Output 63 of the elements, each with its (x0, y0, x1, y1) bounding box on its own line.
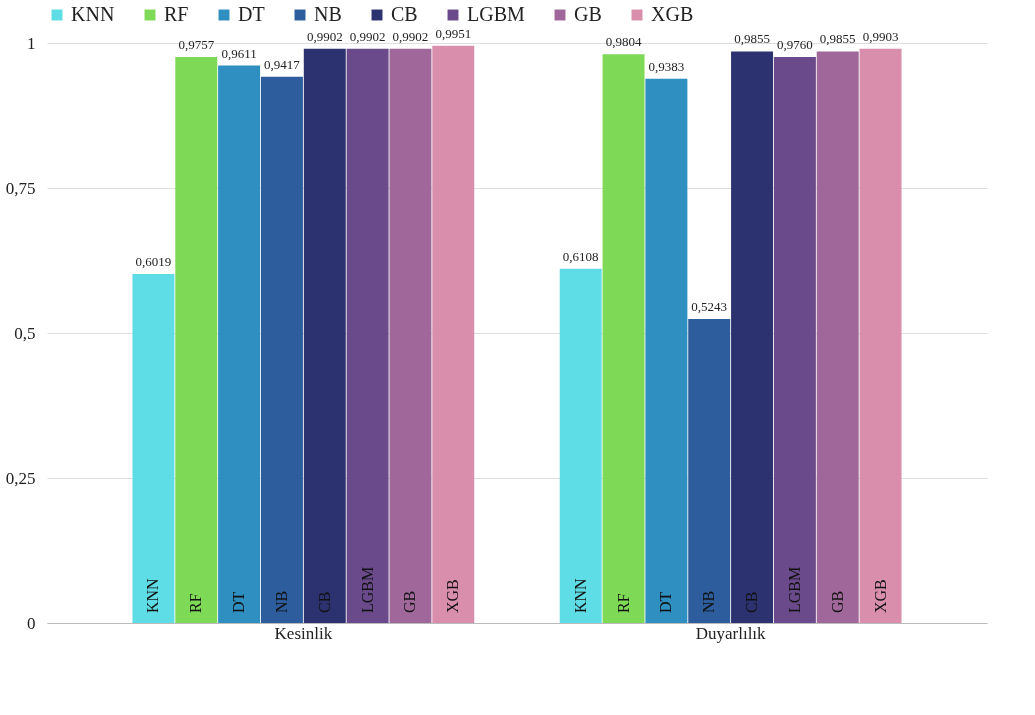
data-label: 0,9383 (648, 58, 685, 74)
legend-label: NB (314, 3, 342, 25)
y-tick-label: 0,75 (5, 178, 36, 198)
bar (432, 45, 475, 623)
bar (389, 48, 432, 623)
legend-label: GB (574, 3, 602, 25)
data-label: 0,6019 (135, 253, 172, 269)
bar (816, 51, 859, 623)
text: KNN (144, 578, 162, 613)
legend-label: CB (391, 3, 418, 25)
bar (346, 48, 389, 623)
data-label: 0,9951 (435, 25, 472, 41)
text: CB (315, 591, 333, 613)
data-label: 0,9804 (605, 34, 642, 50)
bar (645, 78, 688, 623)
text: NB (700, 590, 718, 613)
data-label: 0,9903 (862, 28, 899, 44)
text: XGB (871, 579, 889, 613)
data-label: 0,5243 (691, 298, 728, 314)
y-tick-label: 0 (27, 613, 36, 633)
bar (773, 56, 816, 623)
text: DT (230, 591, 248, 613)
text: GB (401, 590, 419, 613)
text: LGBM (358, 566, 376, 613)
bar (688, 318, 731, 623)
y-tick-label: 0,5 (14, 323, 36, 343)
data-label: 0,9757 (178, 37, 215, 53)
data-label: 0,9855 (819, 31, 856, 47)
bar (175, 57, 218, 623)
bar (559, 268, 602, 623)
legend-label: RF (164, 3, 189, 25)
x-tick-label: Duyarlılık (695, 623, 767, 643)
data-label: 0,6108 (562, 248, 599, 264)
bar (260, 76, 303, 623)
data-label: 0,9611 (221, 45, 257, 61)
text: NB (272, 590, 290, 613)
bar (218, 65, 261, 623)
bar (602, 54, 645, 623)
data-label: 0,9902 (392, 28, 429, 44)
data-label: 0,9760 (777, 36, 813, 52)
legend-label: LGBM (467, 3, 525, 25)
y-tick-label: 1 (27, 33, 36, 53)
legend-label: DT (238, 3, 265, 25)
legend-label: KNN (71, 3, 115, 25)
bar (132, 273, 175, 623)
text: XGB (444, 579, 462, 613)
data-label: 0,9855 (734, 31, 770, 47)
data-label: 0,9902 (306, 28, 343, 44)
text: RF (614, 593, 632, 613)
y-tick-label: 0,25 (5, 468, 36, 488)
text: LGBM (785, 566, 803, 613)
text: CB (743, 591, 761, 613)
data-label: 0,9417 (264, 56, 301, 72)
text: GB (828, 590, 846, 613)
text: RF (187, 593, 205, 613)
bar (859, 48, 902, 623)
bar (303, 48, 346, 623)
text: KNN (571, 578, 589, 613)
legend-label: XGB (651, 3, 694, 25)
data-label: 0,9902 (349, 28, 386, 44)
x-tick-label: Kesinlik (274, 623, 333, 643)
text: DT (657, 591, 675, 613)
bar (731, 51, 774, 623)
